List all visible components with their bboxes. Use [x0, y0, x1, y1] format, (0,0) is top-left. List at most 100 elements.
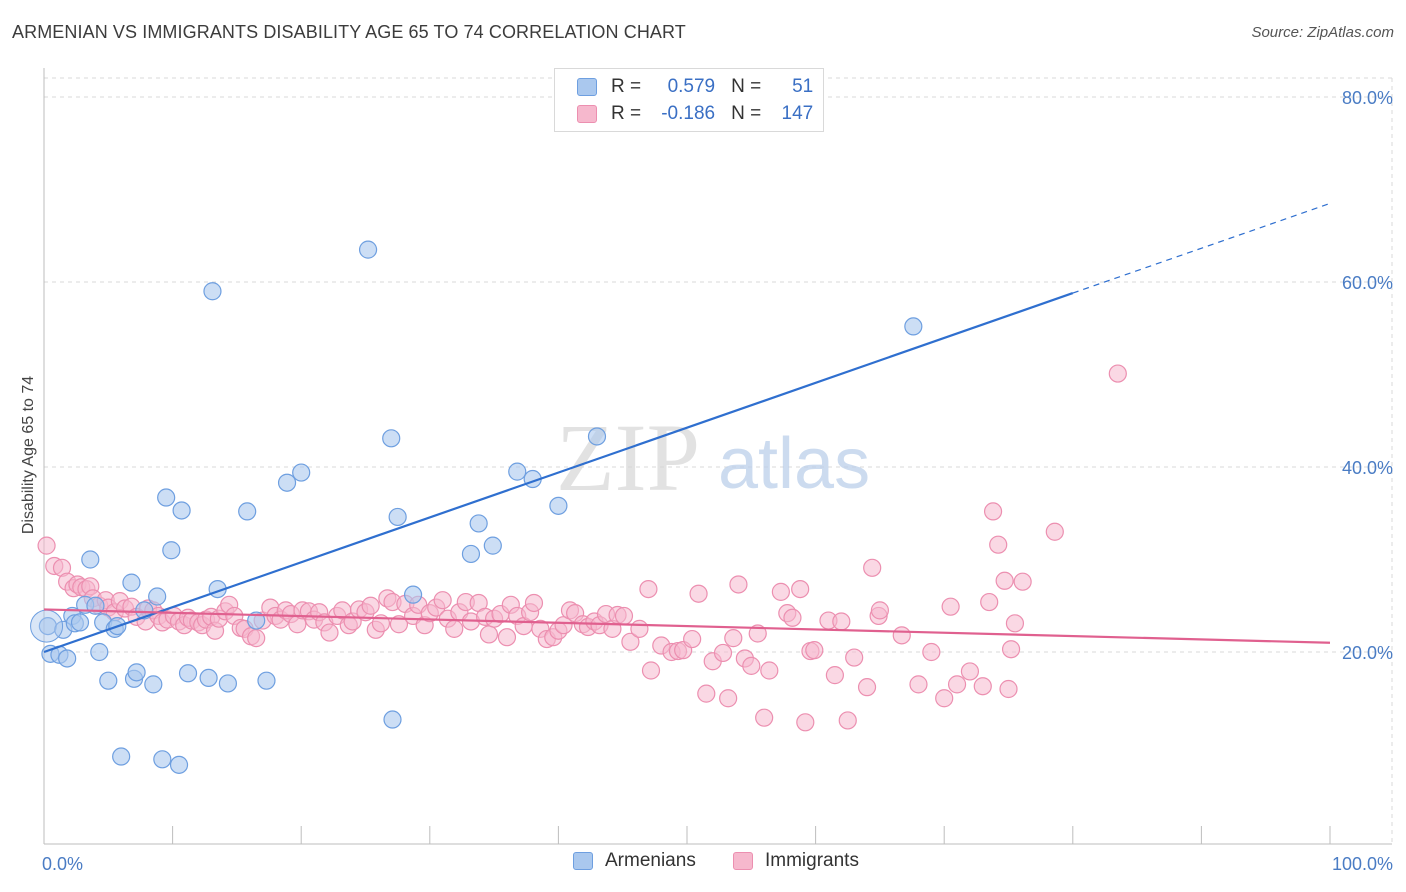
armenians-point — [99, 671, 118, 690]
y-tick-label: 80.0% — [1342, 88, 1393, 108]
armenians-point — [469, 514, 488, 533]
armenians-point — [203, 282, 222, 301]
armenians-point — [172, 501, 191, 520]
armenians-point — [178, 664, 198, 683]
armenians-point — [388, 507, 407, 527]
legend-n-value: 51 — [792, 76, 814, 97]
legend-swatch-immigrants — [577, 105, 597, 123]
bottom-legend-swatch-armenians — [573, 852, 593, 870]
armenians-point — [127, 663, 146, 682]
armenians-points — [30, 240, 923, 774]
armenians-point — [148, 587, 167, 606]
armenians-point — [157, 488, 176, 507]
bottom-legend-label-armenians: Armenians — [605, 850, 696, 871]
y-tick-label: 20.0% — [1342, 643, 1393, 663]
armenians-point — [587, 427, 607, 446]
immigrants-point — [892, 626, 911, 645]
immigrants-point — [37, 536, 56, 555]
immigrants-point — [641, 661, 661, 680]
armenians-point — [403, 585, 423, 604]
armenians-point — [122, 573, 141, 592]
immigrants-point — [805, 641, 824, 660]
armenians-point — [169, 755, 189, 774]
immigrants-point — [479, 625, 499, 644]
legend-n-value: 147 — [781, 103, 814, 124]
legend-r-value: -0.186 — [661, 103, 716, 124]
armenians-trend-line — [43, 292, 1074, 654]
armenians-point — [382, 429, 401, 448]
armenians-point — [238, 502, 257, 521]
immigrants-point — [845, 648, 864, 667]
immigrants-point — [1013, 572, 1032, 591]
armenians-trend-extension — [1072, 202, 1331, 294]
immigrants-point — [697, 684, 716, 703]
immigrants-point — [755, 708, 774, 727]
immigrants-point — [524, 593, 544, 613]
armenians-point — [218, 674, 237, 693]
immigrants-point — [870, 601, 890, 620]
bottom-legend: Armenians Immigrants — [0, 850, 1406, 878]
armenians-point — [144, 675, 163, 694]
immigrants-point — [980, 592, 999, 612]
immigrants-point — [639, 579, 658, 599]
y-axis-label: Disability Age 65 to 74 — [20, 376, 37, 534]
armenians-point — [383, 710, 402, 729]
immigrants-point — [1005, 614, 1025, 633]
immigrants-point — [909, 675, 928, 694]
watermark-zip: ZIP — [556, 404, 700, 511]
immigrants-point — [796, 713, 815, 732]
armenians-point — [292, 463, 311, 482]
armenians-point — [70, 613, 90, 632]
armenians-point — [199, 668, 218, 688]
immigrants-point — [760, 661, 779, 680]
armenians-point — [81, 550, 100, 569]
immigrants-point — [941, 597, 960, 616]
immigrants-point — [614, 606, 634, 626]
armenians-point — [58, 649, 77, 668]
axes — [43, 68, 1392, 845]
armenians-point — [277, 473, 297, 492]
immigrants-point — [389, 615, 409, 634]
legend-row-immigrants: R = -0.186 N = 147 — [577, 101, 813, 127]
immigrants-point — [683, 629, 702, 649]
immigrants-point — [433, 591, 452, 610]
armenians-point — [153, 750, 172, 769]
bottom-legend-swatch-immigrants — [733, 852, 753, 870]
legend-r-key: R = — [611, 76, 642, 97]
bottom-legend-immigrants: Immigrants — [733, 850, 859, 872]
bottom-legend-armenians: Armenians — [573, 850, 696, 872]
tick-labels: 20.0% 40.0% 60.0% 80.0% 0.0% 100.0% — [42, 88, 1393, 874]
immigrants-point — [748, 624, 767, 643]
immigrants-point — [729, 575, 748, 594]
immigrants-point — [983, 502, 1003, 521]
immigrants-point — [857, 678, 877, 697]
armenians-point — [30, 609, 64, 643]
immigrants-point — [922, 642, 941, 662]
legend-r-key: R = — [611, 103, 642, 124]
legend-n-key: N = — [731, 76, 762, 97]
immigrants-point — [1108, 364, 1127, 383]
immigrants-point — [783, 608, 802, 627]
legend-r-value: 0.579 — [667, 76, 716, 97]
armenians-point — [461, 544, 481, 564]
watermark-atlas: atlas — [718, 424, 870, 504]
immigrants-point — [689, 584, 708, 603]
immigrants-points — [37, 364, 1127, 732]
immigrants-point — [863, 558, 882, 577]
immigrants-point — [621, 632, 640, 651]
immigrants-point — [1045, 522, 1064, 541]
immigrants-point — [630, 619, 649, 638]
immigrants-trend-line — [43, 608, 1331, 644]
x-tick-label: 0.0% — [42, 854, 83, 874]
armenians-point — [162, 541, 181, 560]
immigrants-point — [989, 535, 1008, 554]
armenians-point — [508, 462, 527, 481]
immigrants-point — [724, 629, 743, 648]
immigrants-point — [742, 656, 761, 675]
armenians-point — [90, 642, 109, 662]
bottom-legend-label-immigrants: Immigrants — [765, 850, 859, 871]
immigrants-point — [947, 675, 967, 694]
legend-swatch-armenians — [577, 78, 597, 96]
immigrants-point — [713, 643, 733, 663]
legend-box: R = 0.579 N = 51 R = -0.186 N = 147 — [554, 68, 824, 132]
